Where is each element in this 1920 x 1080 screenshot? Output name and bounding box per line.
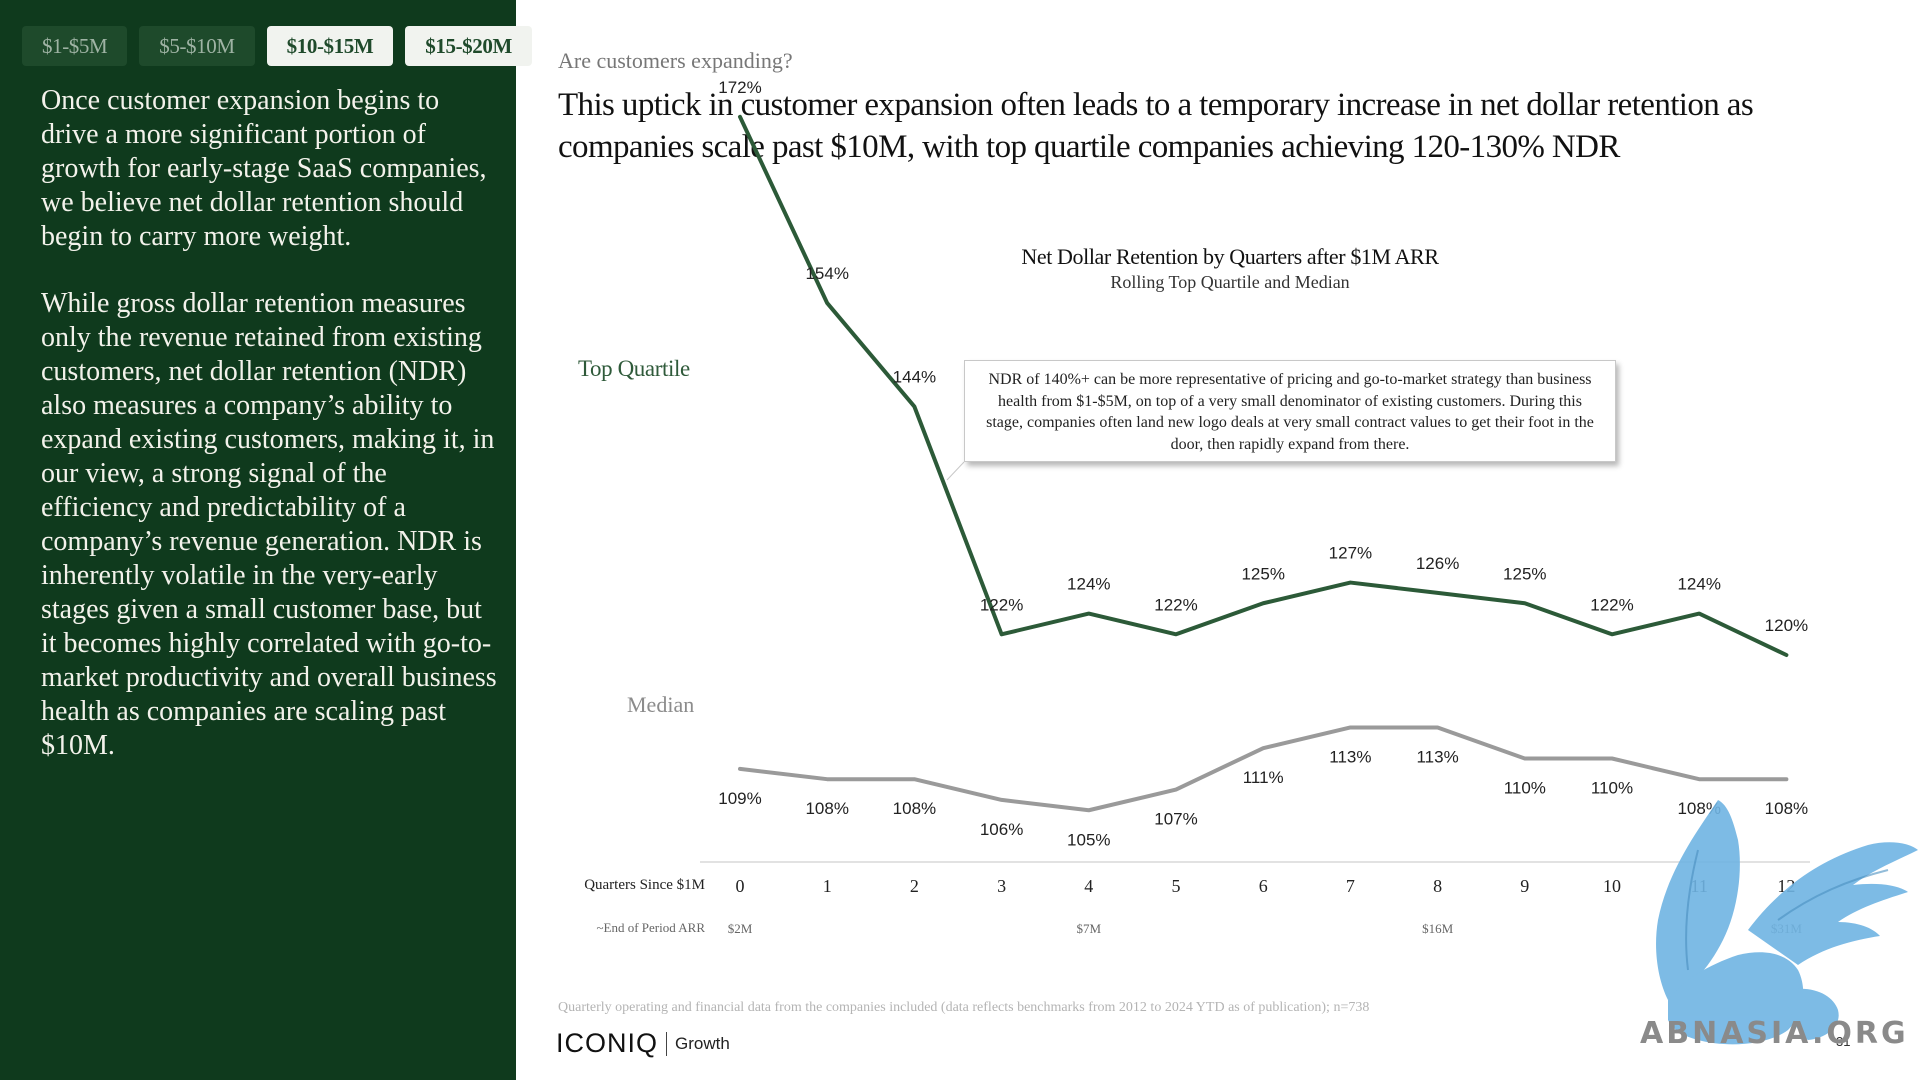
- series-line-top-quartile: [738, 114, 1789, 657]
- top-quartile-value-label: 172%: [718, 78, 761, 97]
- median-value-label: 110%: [1504, 779, 1546, 798]
- page-number: 31: [1836, 1034, 1851, 1049]
- tab-5-10m[interactable]: $5-$10M: [139, 26, 255, 66]
- median-value-label: 108%: [805, 799, 848, 818]
- callout-note: NDR of 140%+ can be more representative …: [964, 360, 1616, 462]
- x-tick-label: 2: [910, 876, 919, 896]
- headline: This uptick in customer expansion often …: [558, 87, 1754, 165]
- secondary-axis-label: ~End of Period ARR: [596, 920, 705, 935]
- x-tick-label: 0: [736, 876, 745, 896]
- median-value-label: 106%: [980, 820, 1023, 839]
- x-tick-label: 10: [1603, 876, 1621, 896]
- logo-subbrand: Growth: [675, 1033, 730, 1053]
- top-quartile-value-label: 124%: [1677, 575, 1720, 594]
- top-quartile-value-label: 154%: [805, 264, 848, 283]
- median-value-label: 108%: [893, 799, 936, 818]
- left-panel: $1-$5M $5-$10M $10-$15M $15-$20M Once cu…: [0, 0, 532, 1080]
- body-paragraph-1: Once customer expansion begins to drive …: [41, 85, 487, 252]
- median-value-label: 110%: [1591, 779, 1633, 798]
- arr-range-tabs: $1-$5M $5-$10M $10-$15M $15-$20M: [22, 26, 532, 66]
- median-value-label: 105%: [1067, 830, 1110, 849]
- x-tick-label: 5: [1172, 876, 1181, 896]
- chart-subtitle: Rolling Top Quartile and Median: [1110, 272, 1350, 292]
- tab-1-5m[interactable]: $1-$5M: [22, 26, 128, 66]
- x-tick-label: 4: [1084, 876, 1093, 896]
- top-quartile-value-label: 125%: [1503, 564, 1546, 583]
- watermark-bird-icon: [1656, 800, 1918, 1045]
- top-quartile-value-label: 126%: [1416, 554, 1459, 573]
- watermark-text: ABNASIA.ORG: [1640, 1016, 1909, 1051]
- eyebrow-question: Are customers expanding?: [558, 48, 793, 73]
- series-label-median: Median: [627, 692, 695, 717]
- footnote: Quarterly operating and financial data f…: [558, 1000, 1370, 1015]
- median-value-label: 108%: [1765, 799, 1808, 818]
- x-tick-label: 9: [1520, 876, 1529, 896]
- median-value-label: 109%: [718, 789, 761, 808]
- label-layer: 172% 154% 144% 122% 124% 122% 125% 127% 126% 125%…: [718, 78, 1808, 849]
- chart-title: Net Dollar Retention by Quarters after $…: [1021, 244, 1439, 269]
- top-quartile-value-label: 124%: [1067, 575, 1110, 594]
- x-tick-label: 6: [1259, 876, 1268, 896]
- median-value-label: 113%: [1416, 747, 1458, 766]
- top-quartile-value-label: 122%: [980, 595, 1023, 614]
- median-value-label: 113%: [1329, 747, 1371, 766]
- top-quartile-value-label: 144%: [893, 368, 936, 387]
- iconiq-growth-logo: ICONIQ Growth: [556, 1028, 730, 1059]
- arr-tick-label: $7M: [1077, 921, 1102, 936]
- top-quartile-value-label: 122%: [1590, 595, 1633, 614]
- callout-pointer: [946, 461, 965, 481]
- body-text: Once customer expansion begins to drive …: [41, 84, 501, 796]
- logo-wordmark: ICONIQ: [556, 1028, 659, 1058]
- top-quartile-value-label: 122%: [1154, 595, 1197, 614]
- median-value-label: 111%: [1243, 768, 1284, 787]
- x-axis-label: Quarters Since $1M: [584, 877, 705, 893]
- top-quartile-value-label: 127%: [1329, 544, 1372, 563]
- x-tick-label: 1: [823, 876, 832, 896]
- arr-tick-label: $2M: [728, 921, 753, 936]
- tab-15-20m[interactable]: $15-$20M: [405, 26, 532, 66]
- top-quartile-value-label: 120%: [1765, 616, 1808, 635]
- x-tick-label: 3: [997, 876, 1006, 896]
- tab-10-15m[interactable]: $10-$15M: [266, 26, 394, 66]
- body-paragraph-2: While gross dollar retention measures on…: [41, 288, 497, 761]
- series-layer: [738, 114, 1789, 813]
- x-tick-label: 8: [1433, 876, 1442, 896]
- logo-divider: [666, 1031, 668, 1056]
- x-tick-label: 7: [1346, 876, 1355, 896]
- top-quartile-value-label: 125%: [1241, 564, 1284, 583]
- series-label-top-quartile: Top Quartile: [578, 356, 690, 381]
- median-value-label: 107%: [1154, 810, 1197, 829]
- arr-tick-label: $16M: [1422, 921, 1454, 936]
- series-line-median: [738, 725, 1789, 813]
